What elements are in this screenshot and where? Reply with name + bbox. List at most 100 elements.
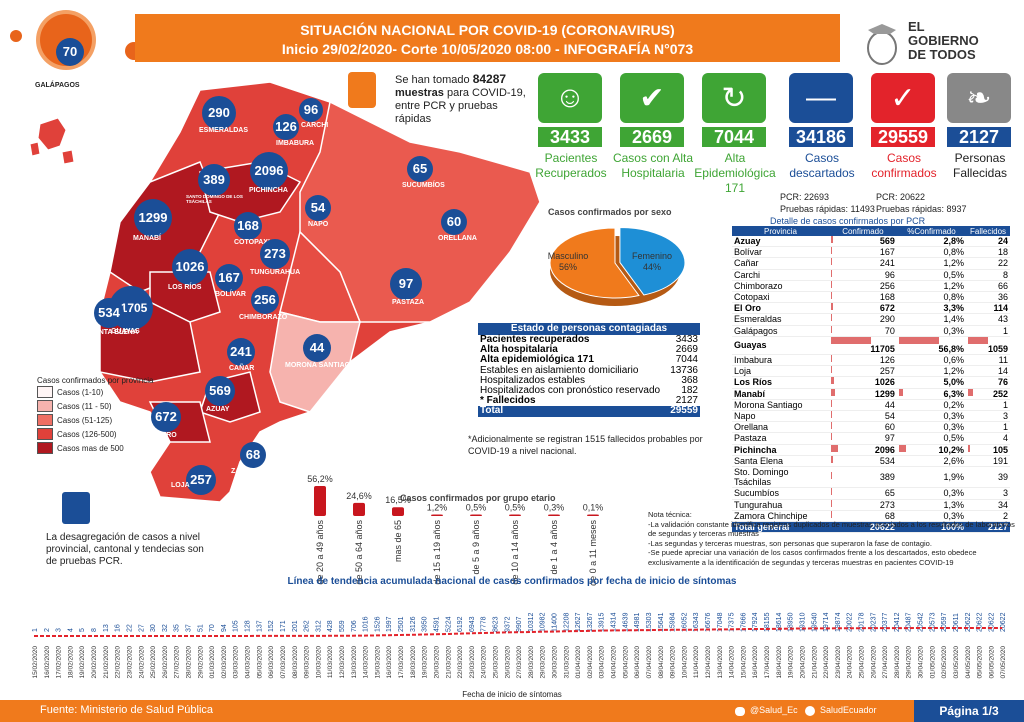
trend-date-label: 24/02/2020: [138, 646, 145, 679]
twitter-handle[interactable]: @Salud_Ec: [750, 705, 798, 715]
age-category-label: de 10 a 14 años: [510, 520, 520, 585]
stat-value: 29559: [871, 127, 935, 147]
province-name: Guayas: [732, 336, 829, 356]
trend-value-label: 17924: [752, 612, 759, 632]
confirmed-bar: [830, 236, 833, 243]
table-row: Cotopaxi 168 0,8% 36: [732, 291, 1010, 304]
trend-date-label: 02/04/2020: [587, 646, 594, 679]
confirmed-pct: 0,3%: [896, 421, 967, 434]
state-label: Estables en aislamiento domiciliario: [480, 364, 639, 376]
table-row: Zamora Chinchipe 68 0,3% 2: [732, 510, 1010, 523]
bubble-chimborazo: 256: [251, 286, 279, 314]
legend-title: Casos confirmados por provincia: [37, 376, 154, 385]
trend-date-label: 18/02/2020: [67, 646, 74, 679]
age-bar-label: 0,3%: [544, 503, 565, 513]
stat-label: Casos descartados: [789, 151, 855, 180]
trend-date-label: 03/04/2020: [599, 646, 606, 679]
trend-date-label: 25/04/2020: [859, 646, 866, 679]
deaths-count: 8: [966, 269, 1010, 281]
confirmed-pct: 0,3%: [896, 325, 967, 337]
bubble-napo: 54: [305, 195, 331, 221]
confirmed-bar: [830, 292, 832, 300]
confirmed-bar: [830, 303, 834, 311]
trend-date-label: 23/03/2020: [469, 646, 476, 679]
age-bar: [392, 507, 404, 516]
trend-date-label: 29/04/2020: [906, 646, 913, 679]
trend-value-label: 19874: [835, 612, 842, 632]
trend-date-label: 06/03/2020: [268, 646, 275, 679]
logo-line-2: GOBIERNO: [908, 33, 979, 48]
province-name: Pichincha: [732, 444, 829, 456]
trend-date-label: 12/03/2020: [339, 646, 346, 679]
pie-label: Masculino: [548, 251, 589, 261]
technical-note-line: -Se puede apreciar una variación de los …: [648, 548, 977, 567]
trend-date-label: 27/02/2020: [174, 646, 181, 679]
deaths-count: 191: [966, 455, 1010, 468]
trend-date-label: 03/03/2020: [233, 646, 240, 679]
confirmed-count: 168: [828, 291, 897, 304]
province-label: SANTO DOMINGO DE LOS TSÁCHILAS: [186, 194, 243, 204]
confirmed-count: 11705: [828, 336, 897, 356]
legend-label: Casos (1-10): [57, 387, 104, 397]
state-label: Alta epidemiológica 171: [480, 354, 594, 366]
trend-value-label: 18614: [776, 612, 783, 632]
deaths-count: 14: [966, 365, 1010, 378]
trend-date-label: 21/04/2020: [811, 646, 818, 679]
table-row: Napo 54 0,3% 3: [732, 410, 1010, 423]
trend-value-label: 35: [174, 624, 181, 632]
column-header: %Confirmado: [896, 226, 967, 236]
descartados-rapidas: Pruebas rápidas: 11493: [780, 204, 875, 214]
trend-date-label: 06/04/2020: [634, 646, 641, 679]
bubble-gal-pagos: 70: [56, 38, 84, 66]
pie-label: Femenino: [632, 251, 672, 261]
trend-value-label: 20597: [941, 612, 948, 632]
bubble-sucumb-os: 65: [407, 156, 433, 182]
confirmed-count: 126: [828, 354, 897, 367]
age-bar-label: 0,5%: [466, 503, 487, 513]
confirmed-bar: [830, 388, 836, 396]
trend-date-label: 07/05/2020: [1000, 646, 1007, 679]
legend-items: Casos (1-10) Casos (11 - 50) Casos (51-125…: [37, 385, 157, 455]
trend-date-label: 22/04/2020: [823, 646, 830, 679]
virus-icon-small: [10, 30, 22, 42]
province-label: TUNGURAHUA: [250, 269, 301, 276]
trend-date-label: 11/03/2020: [327, 646, 334, 678]
confirmados-pcr: PCR: 20622: [876, 192, 926, 202]
legend-swatch: [37, 442, 53, 454]
confirmed-bar: [830, 355, 832, 363]
page-subtitle: Inicio 29/02/2020- Corte 10/05/2020 08:0…: [281, 41, 694, 57]
confirmed-bar: [830, 269, 832, 277]
confirmed-bar: [830, 472, 833, 480]
stat-label: Pacientes Recuperados: [535, 151, 607, 180]
confirmed-pct: 2,8%: [896, 236, 967, 248]
trend-value-label: 5: [79, 628, 86, 632]
table-row: Cañar 241 1,2% 22: [732, 257, 1010, 270]
table-row: Pichincha 2096 10,2% 105: [732, 444, 1010, 456]
bubble-esmeraldas: 290: [202, 96, 236, 130]
province-name: Zamora Chinchipe: [732, 510, 829, 523]
legend-item: Casos mas de 500: [37, 441, 157, 455]
stat-card: ☺ 3433 Pacientes Recuperados: [535, 73, 607, 181]
confirmed-count: 44: [828, 399, 897, 412]
pie-pct: 56%: [559, 262, 577, 272]
bubble-pastaza: 97: [390, 268, 422, 300]
trend-value-label: 1526: [374, 616, 381, 632]
confirmed-bar: [830, 280, 832, 288]
age-bar: [431, 514, 443, 516]
trend-value-label: 9907: [516, 616, 523, 632]
deaths-count: 2127: [966, 521, 1010, 534]
trend-value-label: 70: [209, 624, 216, 632]
deaths-count: 114: [966, 302, 1010, 315]
age-category-label: de 15 a 19 años: [432, 520, 442, 585]
government-logo: EL GOBIERNO DE TODOS: [862, 20, 997, 72]
stat-card: — 34186 Casos descartados: [789, 73, 855, 181]
facebook-handle[interactable]: SaludEcuador: [820, 705, 877, 715]
table-row: Santa Elena 534 2,6% 191: [732, 455, 1010, 468]
province-name: Sucumbíos: [732, 487, 829, 500]
state-row: * Fallecidos 2127: [478, 396, 700, 406]
trend-value-label: 13267: [587, 612, 594, 632]
province-name: Napo: [732, 410, 829, 423]
confirmed-count: 70: [828, 325, 897, 337]
confirmed-count: 257: [828, 365, 897, 378]
trend-date-label: 05/03/2020: [256, 646, 263, 679]
